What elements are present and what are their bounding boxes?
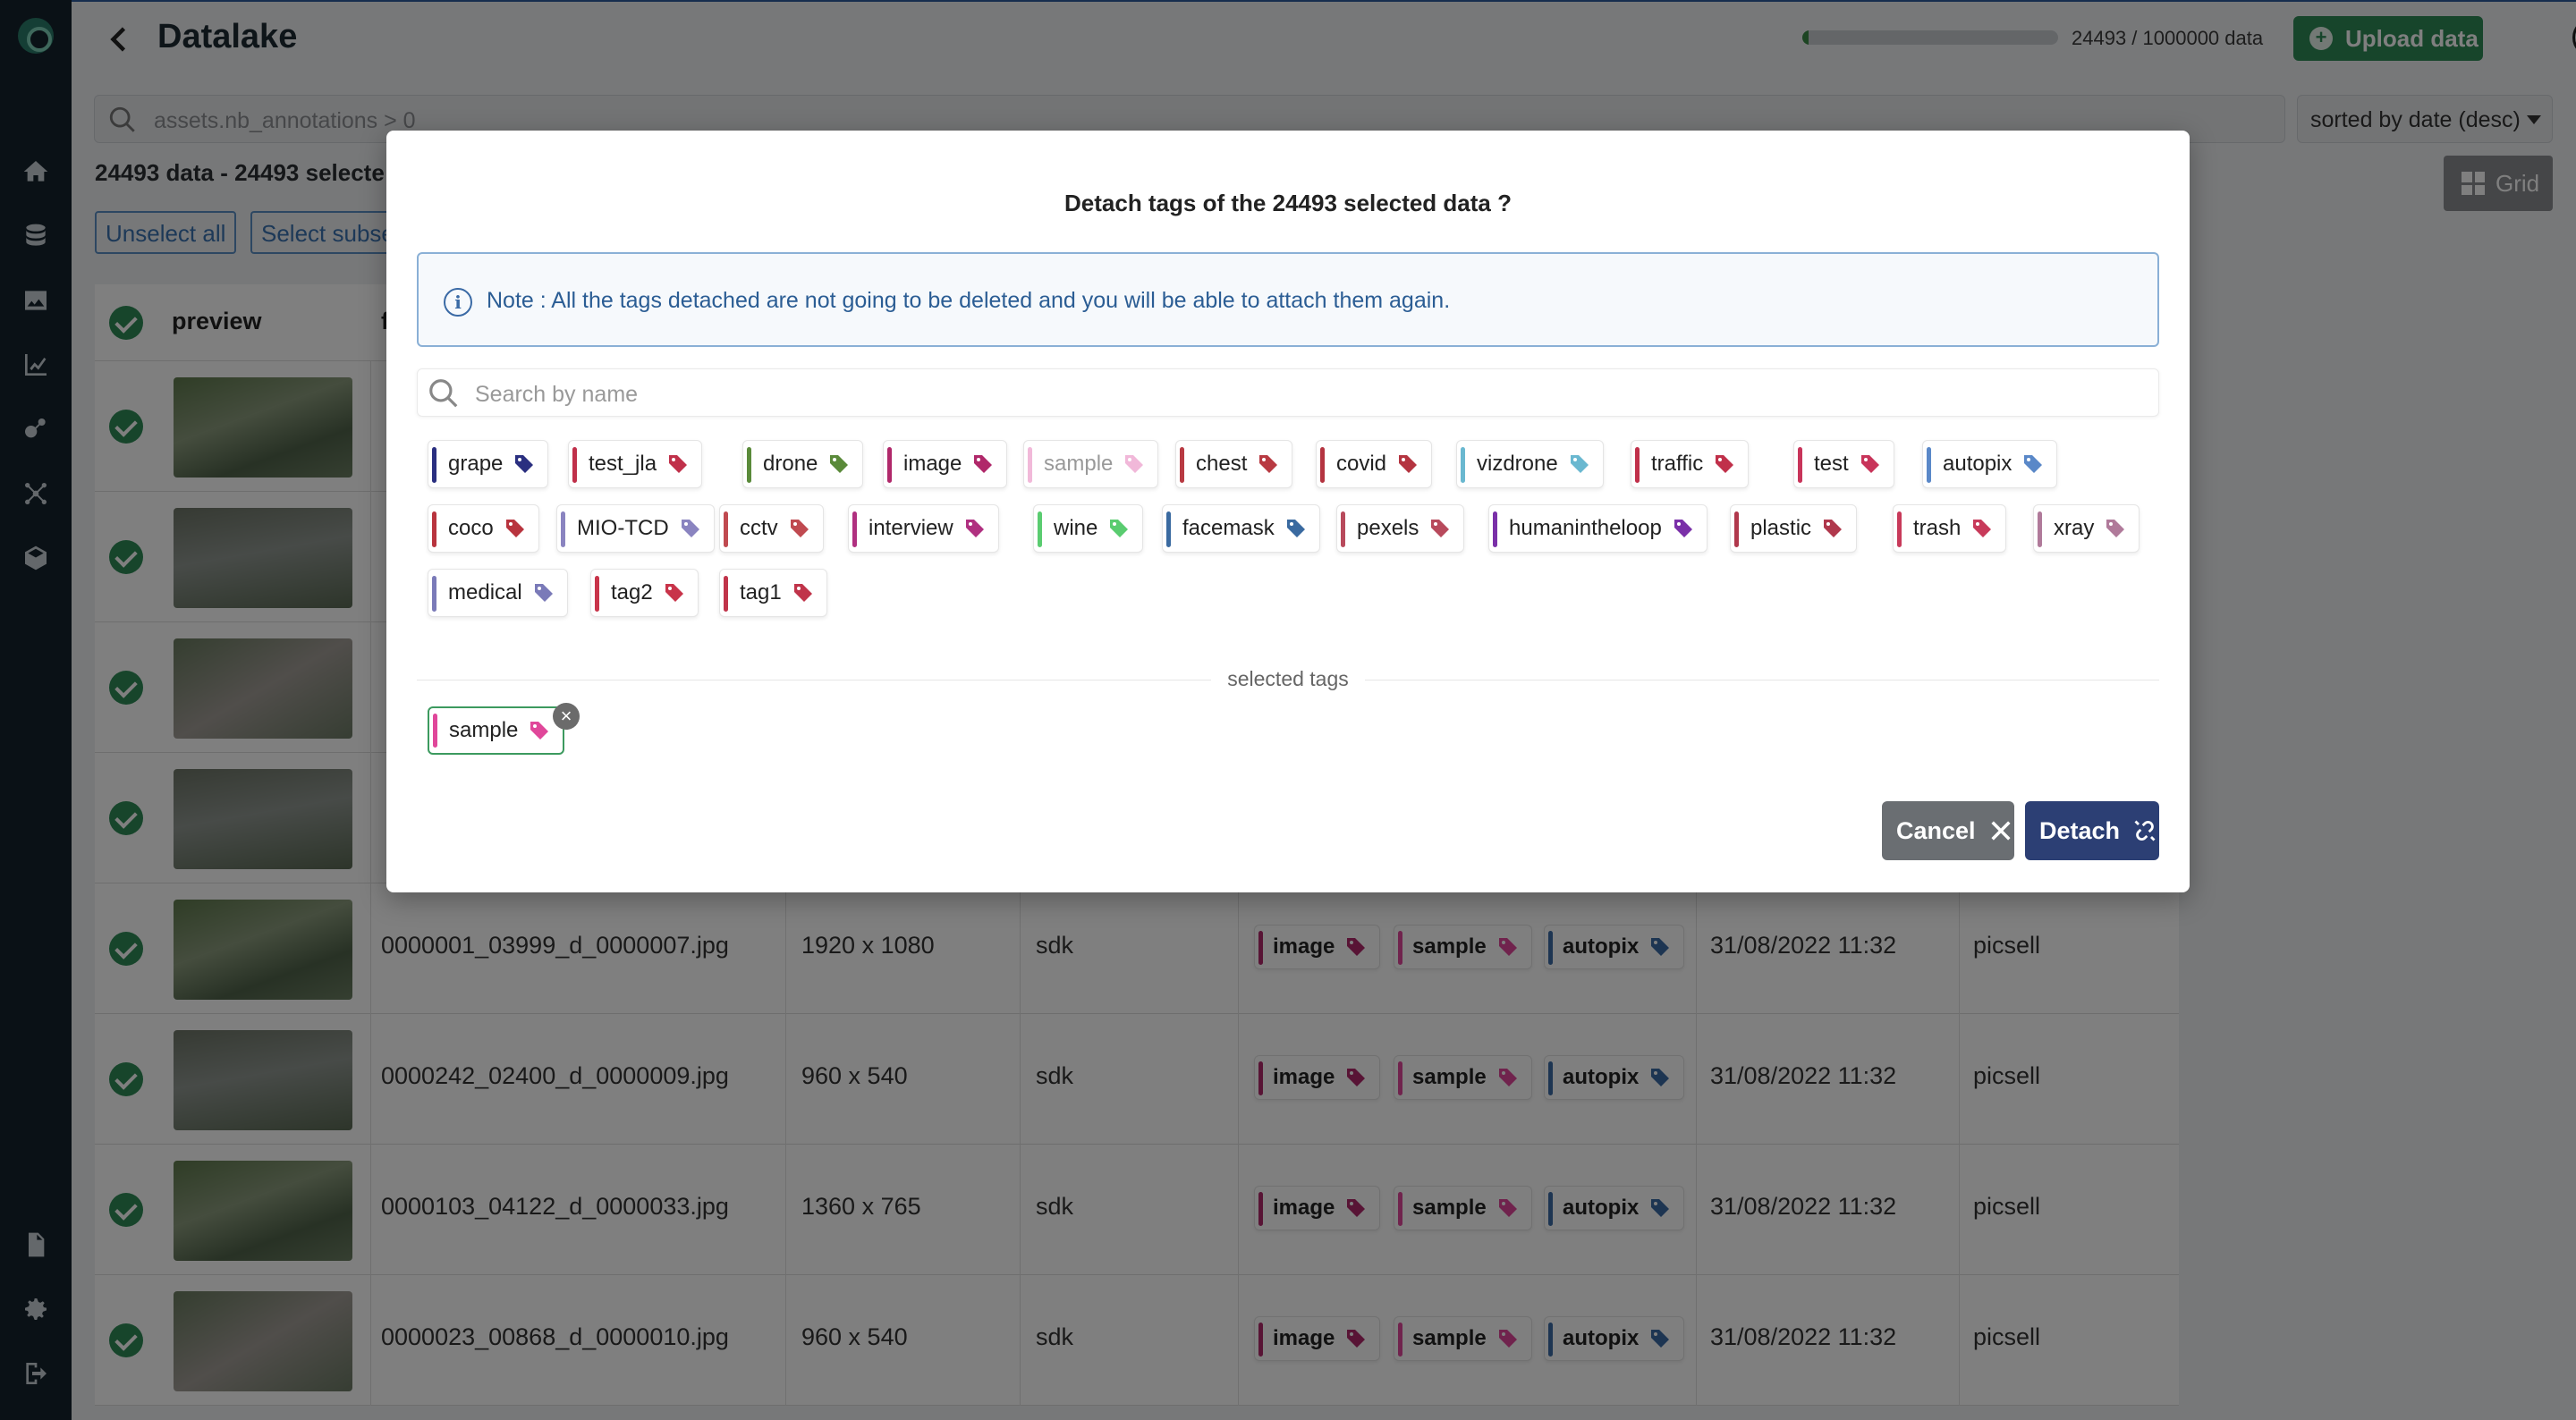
tag-search-input[interactable]: Search by name bbox=[417, 368, 2159, 417]
tag-chip-wine[interactable]: wine bbox=[1033, 504, 1144, 553]
tag-chip-pexels[interactable]: pexels bbox=[1336, 504, 1465, 553]
tag-icon bbox=[2024, 455, 2043, 473]
tag-label: grape bbox=[448, 452, 504, 476]
tag-icon bbox=[1286, 520, 1305, 537]
tag-chip-traffic[interactable]: traffic bbox=[1631, 440, 1750, 488]
cancel-button[interactable]: Cancel bbox=[1882, 801, 2014, 860]
tag-chip-cctv[interactable]: cctv bbox=[719, 504, 824, 553]
tag-chip-xray[interactable]: xray bbox=[2033, 504, 2140, 553]
tag-chip-image[interactable]: image bbox=[883, 440, 1008, 488]
tag-icon bbox=[1716, 455, 1734, 473]
tag-icon bbox=[1860, 455, 1879, 473]
tag-icon bbox=[669, 455, 688, 473]
tag-icon bbox=[505, 520, 524, 537]
unlink-icon bbox=[2134, 820, 2156, 841]
modal-title: Detach tags of the 24493 selected data ? bbox=[1064, 190, 1512, 216]
tag-icon bbox=[515, 455, 534, 473]
tag-label: MIO-TCD bbox=[577, 516, 669, 540]
search-icon bbox=[429, 379, 458, 408]
tag-chip-plastic[interactable]: plastic bbox=[1730, 504, 1858, 553]
tag-label: covid bbox=[1336, 452, 1387, 476]
tag-label: humanintheloop bbox=[1509, 516, 1662, 540]
selected-tags-heading: selected tags bbox=[386, 667, 2190, 691]
tag-chip-chest[interactable]: chest bbox=[1175, 440, 1293, 488]
info-icon: i bbox=[444, 288, 472, 317]
tag-chip-drone[interactable]: drone bbox=[742, 440, 864, 488]
tag-chip-test-jla[interactable]: test_jla bbox=[568, 440, 703, 488]
tag-label: autopix bbox=[1943, 452, 2012, 476]
tag-label: drone bbox=[763, 452, 818, 476]
tag-chip-humanintheloop[interactable]: humanintheloop bbox=[1488, 504, 1707, 553]
selected-tag-label: sample bbox=[449, 718, 519, 742]
tag-label: pexels bbox=[1357, 516, 1419, 540]
tag-label: interview bbox=[869, 516, 953, 540]
tag-chip-facemask[interactable]: facemask bbox=[1162, 504, 1320, 553]
info-note-text: Note : All the tags detached are not goi… bbox=[487, 288, 1451, 313]
tag-icon bbox=[830, 455, 849, 473]
detach-tags-modal: Detach tags of the 24493 selected data ?… bbox=[386, 131, 2190, 892]
tag-icon bbox=[790, 520, 809, 537]
cancel-label: Cancel bbox=[1896, 816, 1976, 844]
tag-label: tag2 bbox=[611, 580, 653, 604]
tag-label: facemask bbox=[1182, 516, 1275, 540]
tag-chip-mio-tcd[interactable]: MIO-TCD bbox=[556, 504, 715, 553]
tag-label: wine bbox=[1054, 516, 1098, 540]
close-icon bbox=[1990, 821, 2011, 841]
tag-label: test_jla bbox=[589, 452, 657, 476]
tag-label: tag1 bbox=[740, 580, 782, 604]
tag-label: image bbox=[903, 452, 962, 476]
tag-label: chest bbox=[1196, 452, 1248, 476]
tag-icon bbox=[534, 584, 553, 602]
tag-label: sample bbox=[1044, 452, 1114, 476]
tag-icon bbox=[974, 455, 993, 473]
tag-label: xray bbox=[2054, 516, 2095, 540]
tag-icon bbox=[1674, 520, 1692, 537]
tag-label: plastic bbox=[1750, 516, 1812, 540]
tag-chip-grape[interactable]: grape bbox=[428, 440, 549, 488]
tag-chip-tag1[interactable]: tag1 bbox=[719, 569, 827, 617]
tag-label: traffic bbox=[1651, 452, 1704, 476]
selected-tag-chip[interactable]: sample bbox=[428, 706, 565, 755]
tag-chip-covid[interactable]: covid bbox=[1316, 440, 1433, 488]
tag-icon bbox=[793, 584, 812, 602]
tag-label: vizdrone bbox=[1477, 452, 1558, 476]
tag-icon bbox=[665, 584, 683, 602]
tag-chip-tag2[interactable]: tag2 bbox=[590, 569, 699, 617]
detach-button[interactable]: Detach bbox=[2025, 801, 2159, 860]
tag-chip-trash[interactable]: trash bbox=[1893, 504, 2007, 553]
tag-icon bbox=[2106, 520, 2125, 537]
tag-label: coco bbox=[448, 516, 494, 540]
tag-chip-sample[interactable]: sample bbox=[1023, 440, 1159, 488]
tag-icon bbox=[530, 722, 549, 740]
tag-label: test bbox=[1814, 452, 1849, 476]
tag-chip-coco[interactable]: coco bbox=[428, 504, 539, 553]
tag-icon bbox=[681, 520, 699, 537]
tag-icon bbox=[1399, 455, 1418, 473]
tag-icon bbox=[1824, 520, 1843, 537]
tag-icon bbox=[1259, 455, 1278, 473]
tag-label: medical bbox=[448, 580, 522, 604]
tag-icon bbox=[1125, 455, 1144, 473]
tag-chip-autopix[interactable]: autopix bbox=[1922, 440, 2058, 488]
tag-icon bbox=[1570, 455, 1589, 473]
remove-selected-tag-button[interactable]: × bbox=[553, 703, 580, 730]
detach-label: Detach bbox=[2039, 816, 2121, 844]
tag-label: trash bbox=[1913, 516, 1962, 540]
tag-label: cctv bbox=[740, 516, 778, 540]
tag-chip-test[interactable]: test bbox=[1793, 440, 1894, 488]
tag-icon bbox=[965, 520, 984, 537]
tag-chip-medical[interactable]: medical bbox=[428, 569, 568, 617]
tag-icon bbox=[1973, 520, 1992, 537]
tag-icon bbox=[1110, 520, 1129, 537]
tag-chip-interview[interactable]: interview bbox=[848, 504, 999, 553]
info-note: i Note : All the tags detached are not g… bbox=[417, 252, 2159, 347]
tag-search-placeholder: Search by name bbox=[475, 382, 639, 407]
tag-icon bbox=[1431, 520, 1450, 537]
tag-chip-vizdrone[interactable]: vizdrone bbox=[1456, 440, 1604, 488]
